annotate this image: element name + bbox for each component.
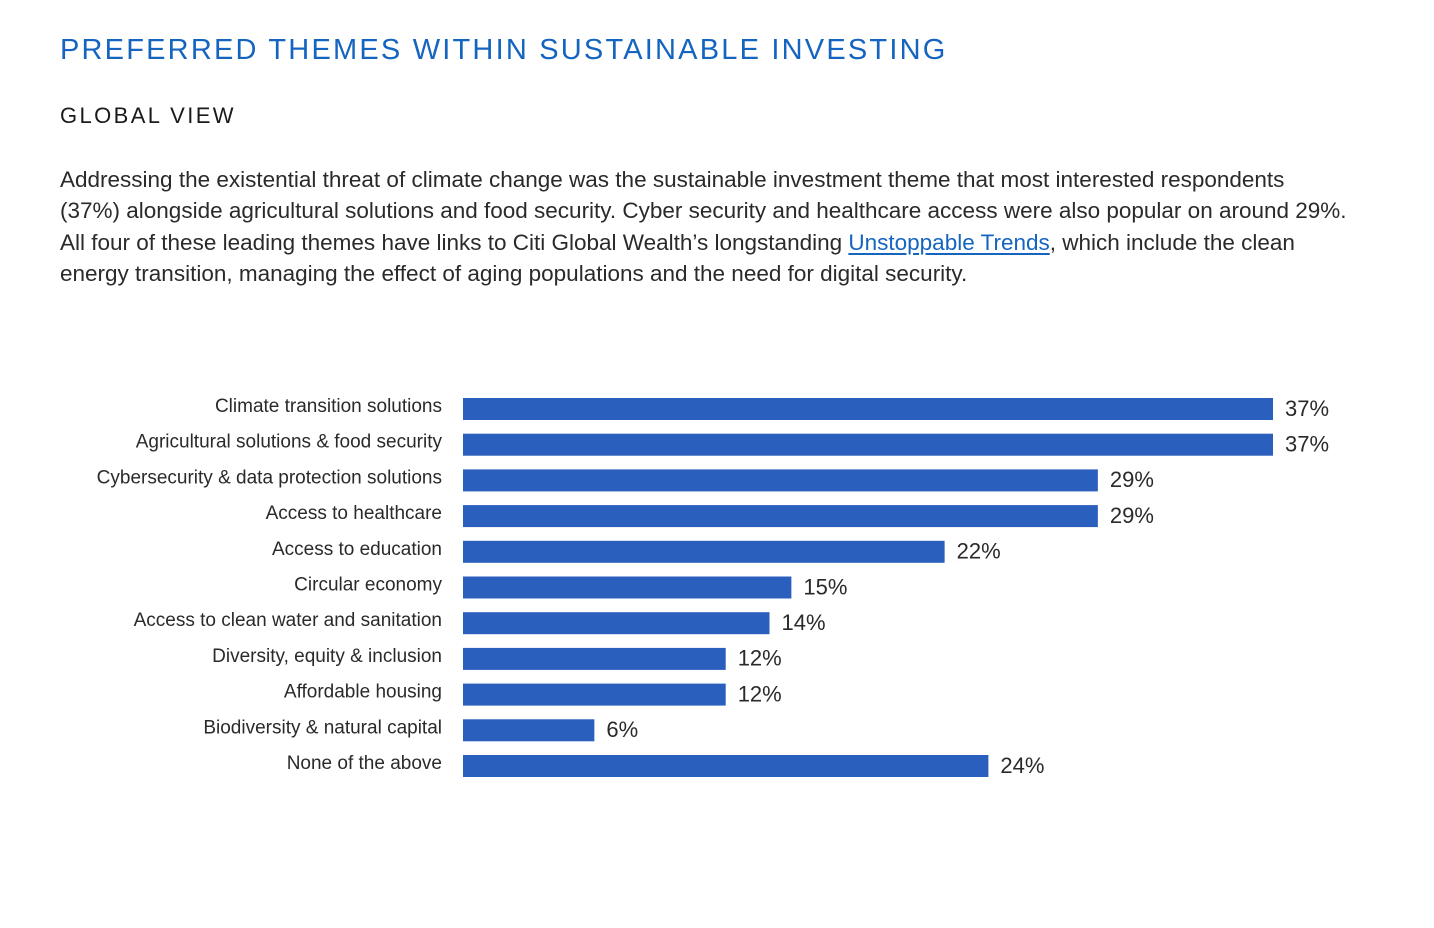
bar [463,433,1273,456]
value-label: 29% [1110,467,1154,492]
bar [463,398,1273,420]
value-label: 29% [1110,503,1154,528]
value-label: 6% [606,717,638,742]
category-label: Affordable housing [284,682,442,703]
value-label: 15% [803,574,847,599]
category-label: Biodiversity & natural capital [203,717,442,738]
category-label: Climate transition solutions [215,396,442,417]
intro-text-end: , which include the clean energy transit… [60,229,1295,286]
value-label: 37% [1285,432,1329,457]
value-label: 12% [738,681,782,706]
category-label: None of the above [287,753,442,774]
category-label: Access to education [272,539,442,560]
value-label: 14% [781,610,825,635]
category-label: Circular economy [294,575,442,596]
category-label: Diversity, equity & inclusion [212,646,442,667]
bar [463,719,595,742]
intro-paragraph: Addressing the existential threat of cli… [60,164,1350,289]
bar [463,505,1098,528]
value-label: 22% [957,539,1001,564]
bar [463,755,989,777]
bar [463,576,792,599]
intro-text-start: Addressing the existential threat of cli… [60,167,1347,255]
page-title: PREFERRED THEMES WITHIN SUSTAINABLE INVE… [60,34,948,66]
bar [463,469,1098,492]
value-label: 24% [1000,753,1044,778]
themes-bar-chart: Climate transition solutions 37% Agricultu… [97,396,1329,778]
category-label: Access to clean water and sanitation [134,610,442,631]
value-label: 12% [738,646,782,671]
category-label: Agricultural solutions & food security [136,432,443,453]
bar [463,683,726,706]
category-label: Access to healthcare [266,503,442,524]
bar [463,612,770,635]
value-label: 37% [1285,396,1329,421]
unstoppable-trends-link[interactable]: Unstoppable Trends [848,229,1050,255]
bar [463,647,726,670]
section-title: GLOBAL VIEW [60,103,236,128]
bar [463,540,945,563]
category-label: Cybersecurity & data protection solution… [97,467,442,488]
